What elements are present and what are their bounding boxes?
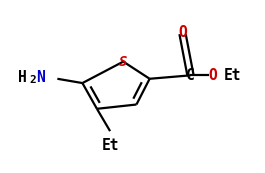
Text: S: S [119,55,127,69]
Text: O: O [178,25,187,40]
Text: Et: Et [224,68,241,83]
Text: Et: Et [101,138,119,153]
Text: H: H [18,70,27,85]
Text: C: C [186,68,195,83]
Text: O: O [209,68,217,83]
Text: N: N [36,70,45,85]
Text: 2: 2 [30,75,37,85]
